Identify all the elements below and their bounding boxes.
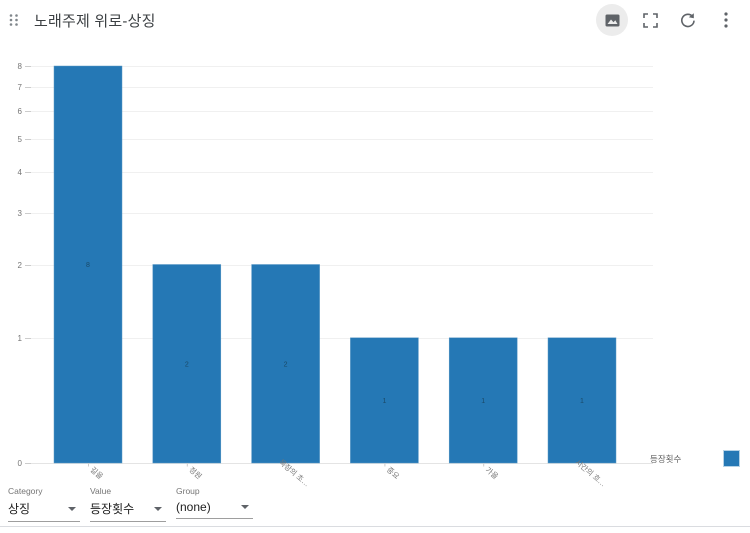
group-control: Group (none) xyxy=(176,486,253,526)
bar-value-label: 1 xyxy=(481,398,485,405)
image-export-button[interactable] xyxy=(596,4,628,36)
bar[interactable] xyxy=(152,264,222,464)
bottom-divider xyxy=(0,526,750,527)
y-tick-label: 2 xyxy=(18,261,23,270)
bar-value-label: 2 xyxy=(284,361,288,368)
fullscreen-icon xyxy=(642,12,658,28)
group-label: Group xyxy=(176,486,200,496)
x-tick-label: 길을 xyxy=(88,465,104,481)
y-tick-label: 5 xyxy=(18,135,23,144)
bar[interactable] xyxy=(448,337,518,464)
bar-value-label: 2 xyxy=(185,361,189,368)
legend-label: 등장횟수 xyxy=(650,453,682,464)
refresh-icon xyxy=(681,13,695,28)
y-tick-label: 7 xyxy=(18,83,23,92)
x-tick-label: 종요 xyxy=(385,465,401,481)
x-tick-label: 가을 xyxy=(484,465,500,481)
chevron-down-icon xyxy=(241,505,249,509)
header-actions xyxy=(596,2,742,38)
y-tick-label: 1 xyxy=(18,334,23,343)
y-tick-label: 0 xyxy=(18,459,23,468)
image-export-icon xyxy=(605,14,619,26)
value-value: 등장횟수 xyxy=(90,502,135,516)
bar[interactable] xyxy=(53,65,123,464)
field-controls: Category 상징 Value 등장횟수 Group (none) xyxy=(8,486,253,526)
fullscreen-button[interactable] xyxy=(634,4,666,36)
drag-handle-icon[interactable] xyxy=(8,13,20,27)
page-title: 노래주제 위로-상징 xyxy=(34,12,156,30)
value-select[interactable]: 등장횟수 xyxy=(90,499,166,522)
kebab-menu-button[interactable] xyxy=(710,4,742,36)
y-tick-label: 3 xyxy=(18,209,23,218)
bar-value-label: 1 xyxy=(382,398,386,405)
bar-value-label: 1 xyxy=(580,398,584,405)
bar[interactable] xyxy=(547,337,617,464)
refresh-button[interactable] xyxy=(672,4,704,36)
group-select[interactable]: (none) xyxy=(176,499,253,519)
chevron-down-icon xyxy=(68,506,76,511)
category-select[interactable]: 상징 xyxy=(8,499,80,522)
chart-legend: 등장횟수 xyxy=(650,450,740,467)
bar[interactable] xyxy=(350,337,419,464)
x-tick-label: 정원 xyxy=(187,464,204,481)
bar[interactable] xyxy=(251,264,320,464)
chevron-down-icon xyxy=(154,506,162,511)
y-tick-label: 4 xyxy=(18,168,23,177)
kebab-menu-icon xyxy=(724,12,728,28)
y-tick-label: 8 xyxy=(18,62,23,71)
value-control: Value 등장횟수 xyxy=(90,486,166,526)
value-label: Value xyxy=(90,486,112,496)
category-value: 상징 xyxy=(8,502,31,516)
category-control: Category 상징 xyxy=(8,486,80,526)
category-label: Category xyxy=(8,486,43,496)
y-tick-label: 6 xyxy=(18,107,23,116)
widget-header: 노래주제 위로-상징 xyxy=(0,0,750,40)
legend-swatch[interactable] xyxy=(723,450,740,467)
bar-value-label: 8 xyxy=(86,262,90,269)
group-value: (none) xyxy=(176,500,211,514)
